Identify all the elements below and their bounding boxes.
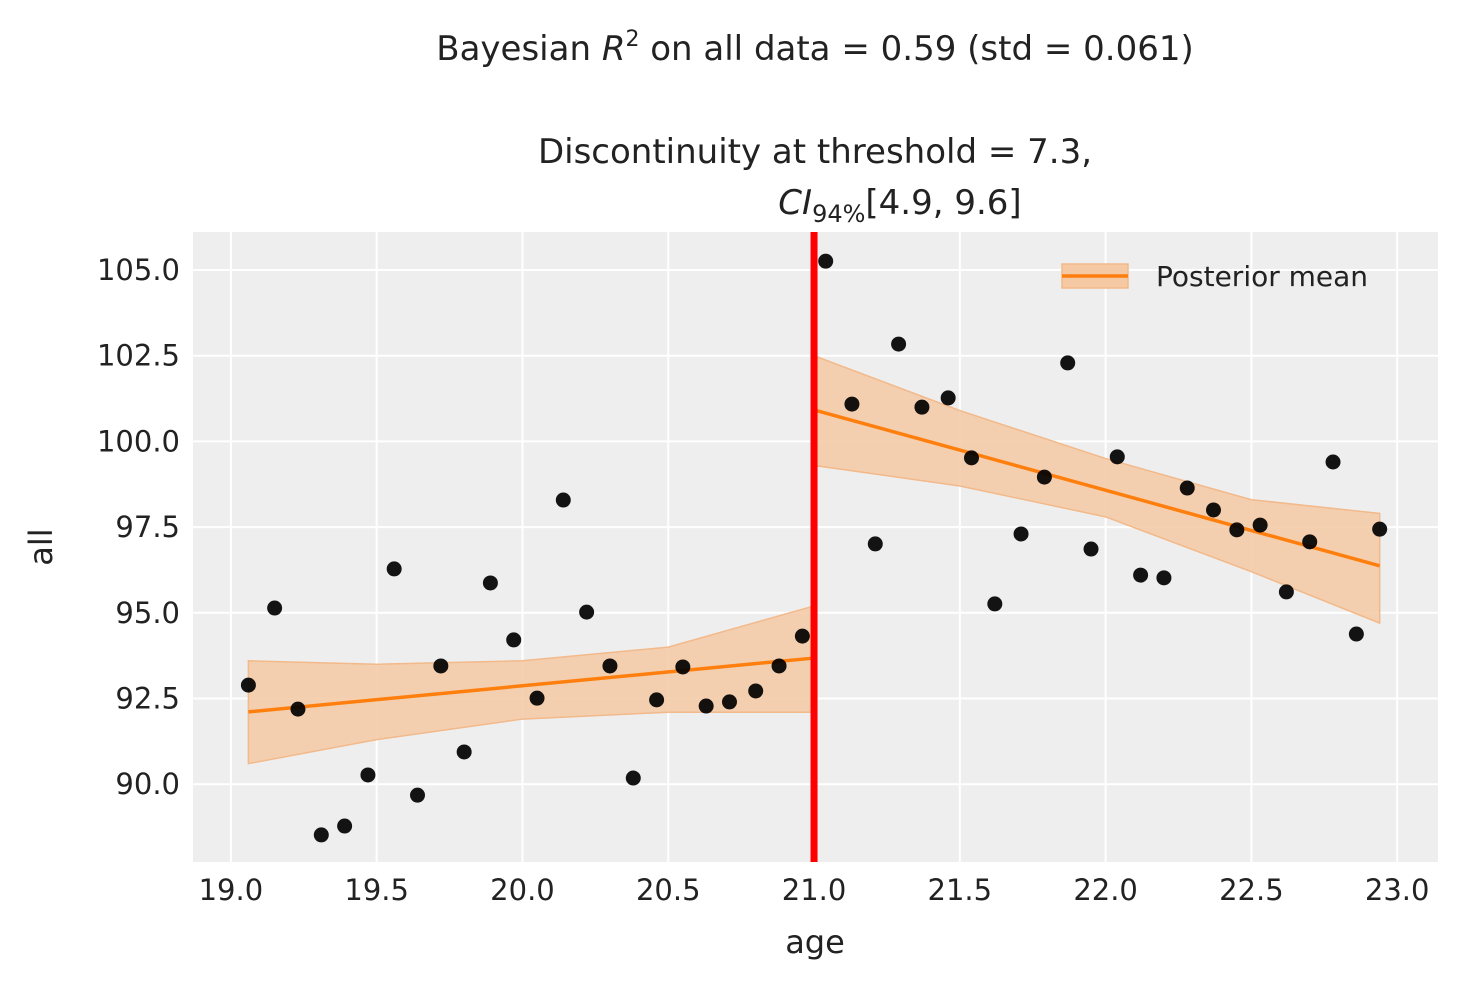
data-point	[649, 692, 665, 708]
data-point	[1302, 534, 1318, 550]
data-point	[1229, 522, 1245, 538]
data-point	[1348, 626, 1364, 642]
data-points	[240, 253, 1388, 843]
data-point	[625, 770, 641, 786]
data-point	[1083, 541, 1099, 557]
data-point	[1325, 454, 1341, 470]
x-tick-label: 21.5	[928, 873, 993, 907]
data-point	[675, 659, 691, 675]
x-tick-label: 20.0	[490, 873, 555, 907]
data-point	[1372, 521, 1388, 537]
data-point	[410, 787, 426, 803]
data-point	[698, 698, 714, 714]
data-point	[456, 744, 472, 760]
data-point	[794, 628, 810, 644]
y-tick-label: 100.0	[97, 424, 180, 458]
data-point	[313, 827, 329, 843]
data-point	[1278, 584, 1294, 600]
data-point	[1252, 517, 1268, 533]
y-tick-labels: 90.0 92.5 95.0 97.5 100.0 102.5 105.0	[97, 253, 180, 801]
data-point	[529, 690, 545, 706]
y-tick-label: 90.0	[115, 767, 180, 801]
data-point	[963, 450, 979, 466]
data-point	[771, 658, 787, 674]
x-tick-label: 22.5	[1219, 873, 1284, 907]
data-point	[1133, 567, 1149, 583]
x-tick-label: 19.0	[199, 873, 264, 907]
y-tick-label: 97.5	[115, 510, 180, 544]
data-point	[1156, 570, 1172, 586]
data-point	[1060, 355, 1076, 371]
data-point	[555, 492, 571, 508]
data-point	[844, 396, 860, 412]
y-tick-label: 92.5	[115, 682, 180, 716]
data-point	[1205, 502, 1221, 518]
data-point	[337, 818, 353, 834]
data-point	[891, 336, 907, 352]
chart-subtitle-line1: Discontinuity at threshold = 7.3,	[538, 132, 1092, 172]
legend: Posterior mean	[1061, 260, 1368, 293]
chart-title: Bayesian R2 on all data = 0.59 (std = 0.…	[436, 27, 1193, 69]
data-point	[1179, 480, 1195, 496]
data-point	[1013, 526, 1029, 542]
data-point	[867, 536, 883, 552]
x-tick-label: 20.5	[636, 873, 701, 907]
data-point	[940, 390, 956, 406]
data-point	[386, 561, 402, 577]
data-point	[506, 632, 522, 648]
y-tick-label: 95.0	[115, 596, 180, 630]
data-point	[290, 701, 306, 717]
posterior-mean-line	[248, 656, 815, 714]
x-tick-label: 22.0	[1073, 873, 1138, 907]
y-tick-label: 102.5	[97, 339, 180, 373]
data-point	[240, 677, 256, 693]
x-tick-label: 21.0	[782, 873, 847, 907]
y-tick-label: 105.0	[97, 253, 180, 287]
data-point	[914, 399, 930, 415]
x-axis-label: age	[785, 923, 845, 961]
legend-label: Posterior mean	[1156, 260, 1368, 293]
y-axis-label: all	[22, 528, 60, 565]
posterior-mean-line	[813, 408, 1381, 568]
data-point	[987, 596, 1003, 612]
posterior-mean-lines	[248, 408, 1381, 714]
data-point	[267, 600, 283, 616]
data-point	[818, 253, 834, 269]
data-point	[360, 767, 376, 783]
data-point	[1109, 449, 1125, 465]
chart-subtitle-line2: CI94%[4.9, 9.6]	[778, 183, 1021, 228]
data-point	[721, 694, 737, 710]
x-tick-label: 19.5	[344, 873, 409, 907]
data-point	[1036, 469, 1052, 485]
x-tick-labels: 19.0 19.5 20.0 20.5 21.0 21.5 22.0 22.5 23.0	[199, 873, 1430, 907]
data-point	[602, 658, 618, 674]
x-tick-label: 23.0	[1365, 873, 1430, 907]
data-point	[579, 604, 595, 620]
data-point	[748, 683, 764, 699]
data-point	[433, 658, 449, 674]
data-point	[482, 575, 498, 591]
